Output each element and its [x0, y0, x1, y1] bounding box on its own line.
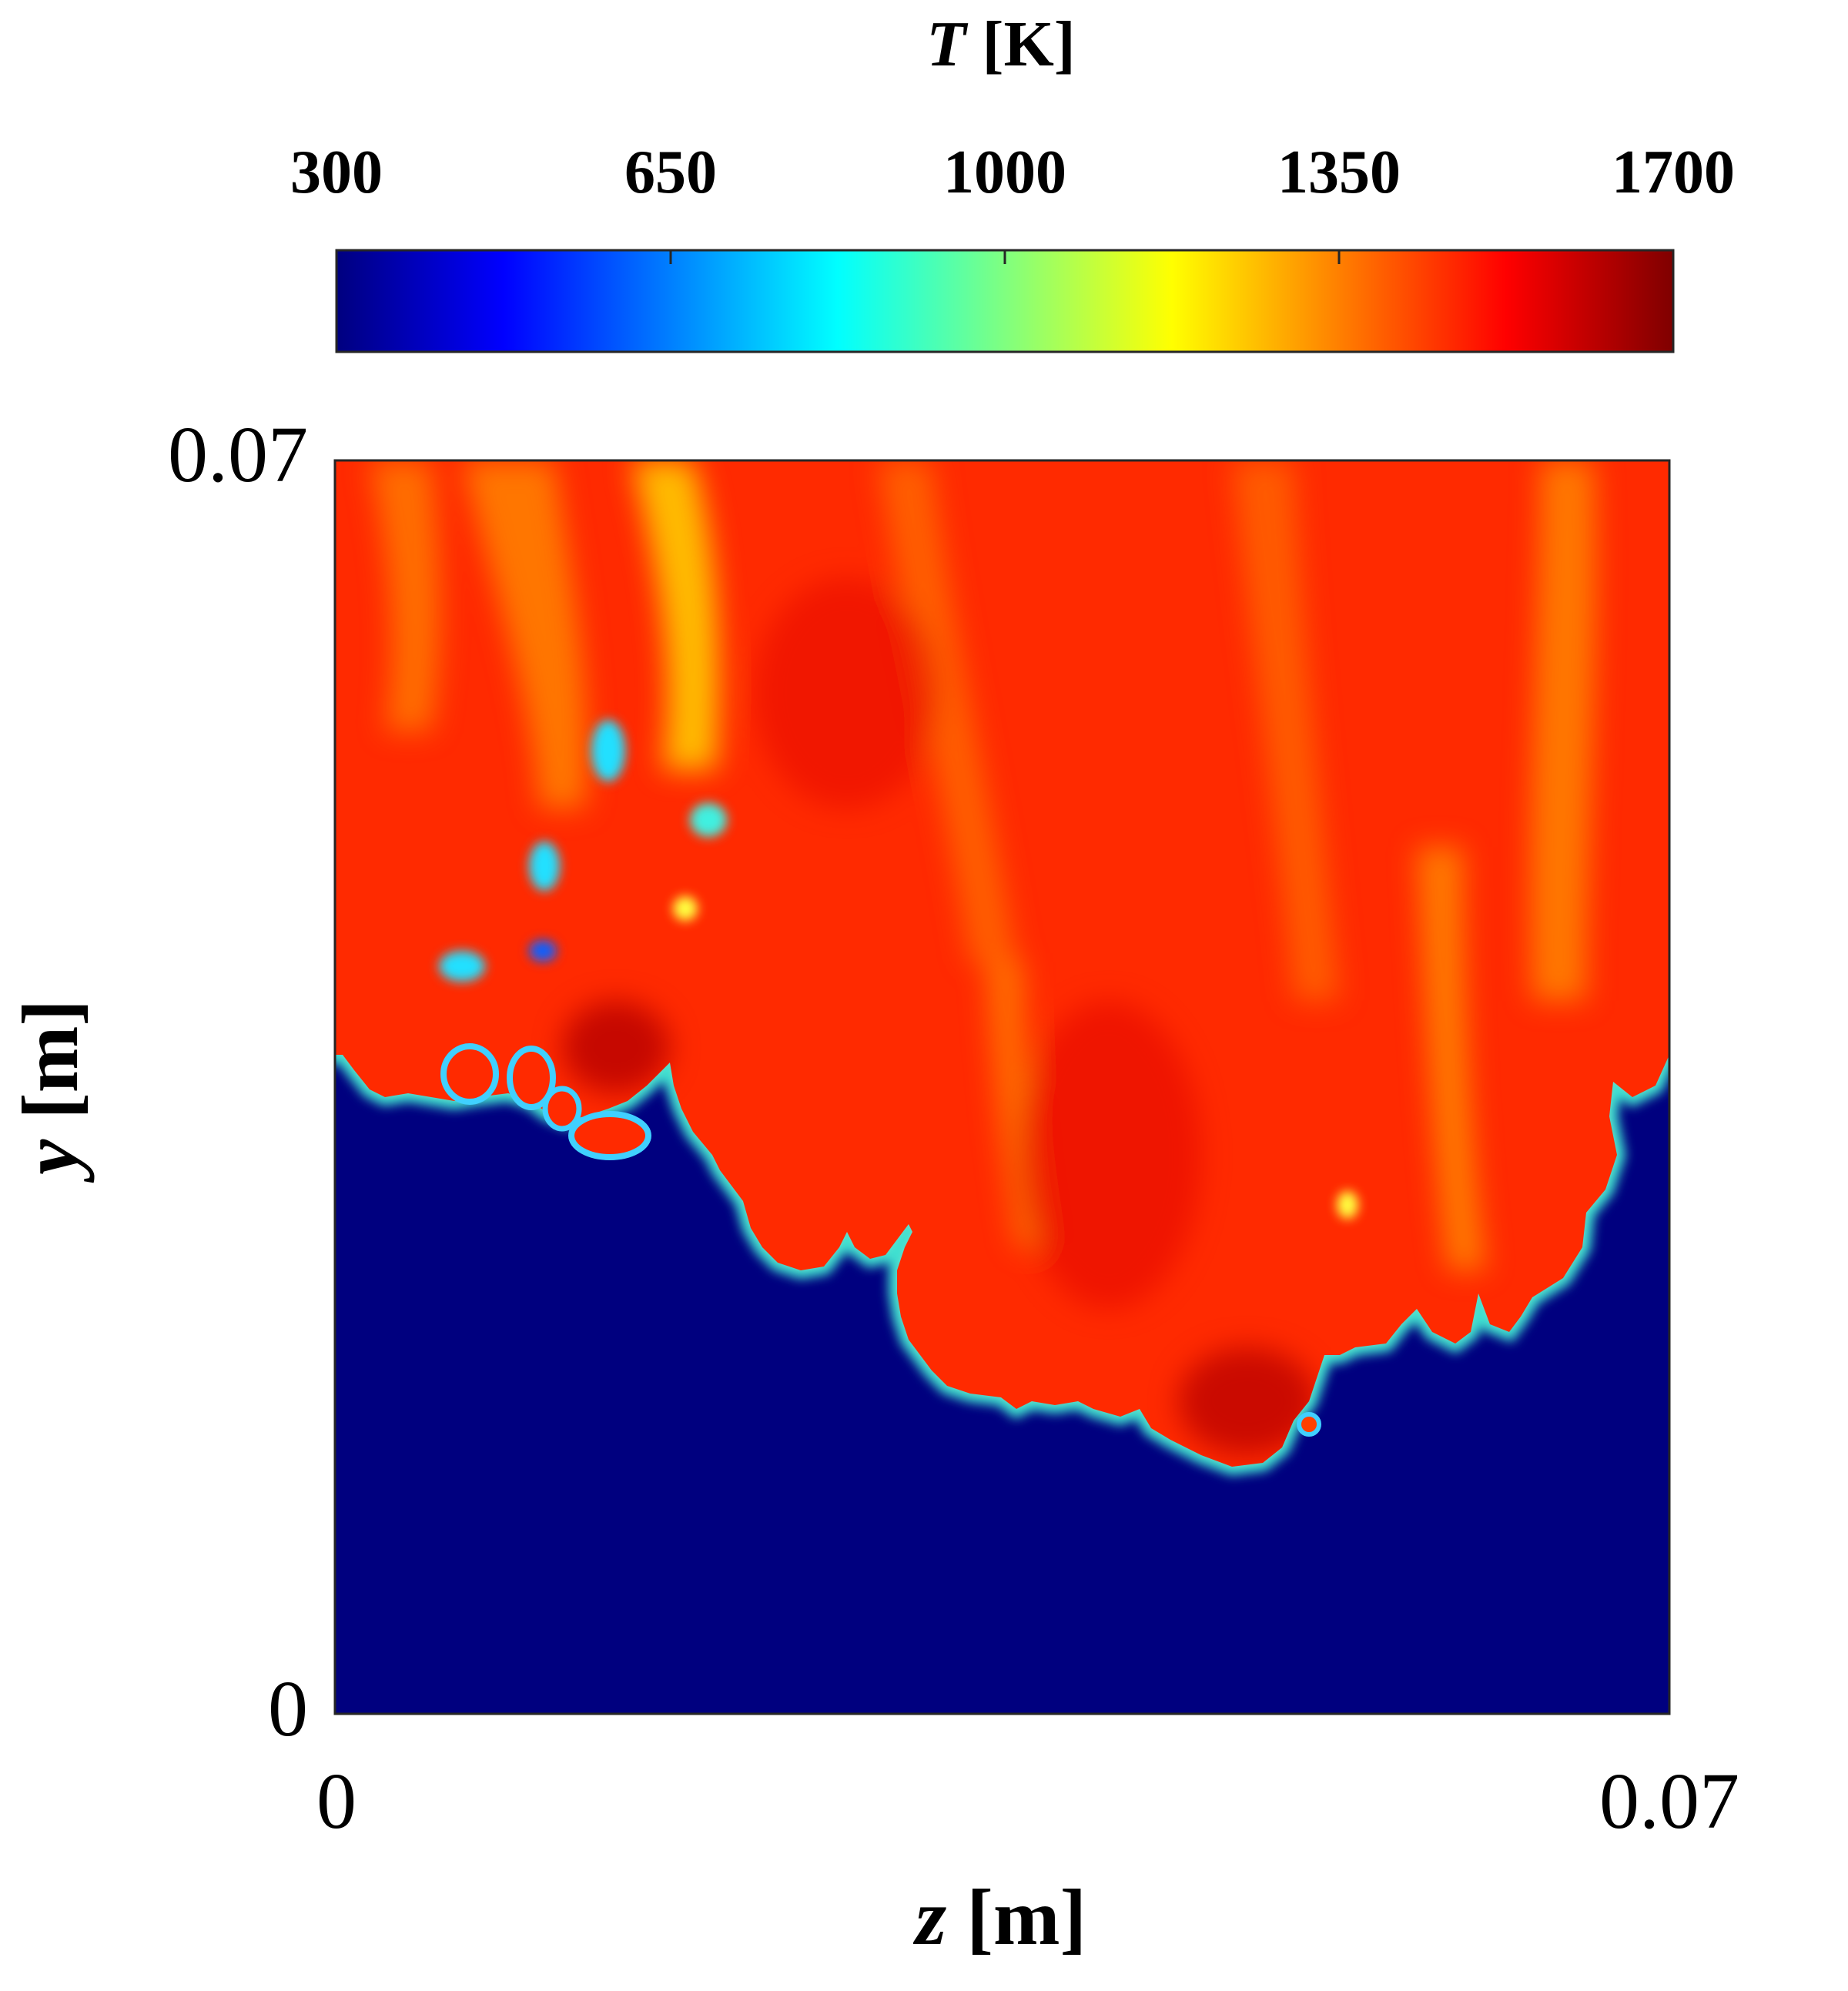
colorbar-tick-label: 1700 — [1612, 139, 1735, 206]
x-tick-label: 0.07 — [1599, 1757, 1739, 1845]
burnt-pockets — [440, 1043, 1321, 1437]
burnt-region — [335, 460, 1669, 1467]
colorbar — [335, 249, 1675, 353]
heatmap-field — [335, 460, 1669, 1714]
colorbar-tick-label: 1350 — [1277, 139, 1401, 206]
colorbar-label: T [K] — [926, 8, 1076, 80]
y-tick-label: 0.07 — [168, 410, 308, 499]
plot-frame — [333, 459, 1671, 1715]
colorbar-tick-labels: 300 650 1000 1350 1700 — [290, 139, 1735, 206]
colorbar-ticks — [669, 250, 1341, 264]
y-axis-label: y [m] — [6, 999, 95, 1183]
x-axis-label: z [m] — [913, 1873, 1086, 1962]
colorbar-tick-label: 650 — [624, 139, 717, 206]
colorbar-tick-label: 300 — [290, 139, 383, 206]
y-tick-label: 0 — [268, 1665, 308, 1753]
colorbar-tick-label: 1000 — [943, 139, 1066, 206]
x-tick-label: 0 — [316, 1757, 357, 1845]
